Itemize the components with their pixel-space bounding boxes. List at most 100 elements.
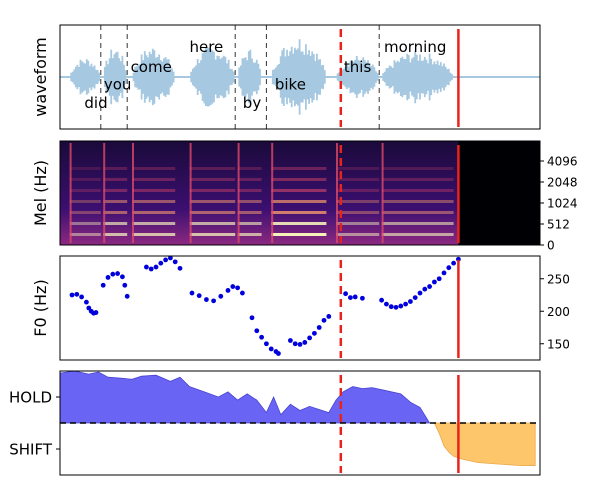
waveform-segment-6 — [336, 56, 379, 98]
f0-point — [84, 299, 89, 305]
waveform-segment-2 — [132, 48, 175, 106]
f0-point — [177, 265, 183, 271]
formant-band — [381, 189, 454, 192]
f0-point — [398, 303, 404, 309]
f0-point — [122, 282, 128, 288]
onset-streak — [237, 143, 240, 243]
formant-band — [271, 222, 327, 225]
f0-point — [115, 271, 120, 276]
formant-band — [132, 233, 176, 236]
f0-point — [348, 295, 353, 300]
word-label: did — [84, 94, 107, 112]
f0-point — [412, 295, 418, 300]
f0-point — [264, 341, 269, 347]
f0-point — [235, 285, 241, 291]
f0-point — [148, 266, 154, 272]
formant-band — [237, 167, 262, 170]
f0-ytick-label: 150 — [547, 337, 570, 351]
f0-point — [297, 342, 303, 347]
formant-band — [69, 211, 101, 214]
formant-band — [189, 233, 236, 236]
waveform-frame — [59, 24, 541, 130]
f0-point — [74, 291, 80, 297]
formant-band — [336, 189, 380, 192]
onset-streak — [69, 143, 72, 243]
f0-ytick-label: 250 — [547, 272, 570, 286]
spectrogram-ytick-label: 4096 — [547, 155, 578, 169]
waveform-segment-0 — [70, 59, 101, 95]
formant-band — [132, 189, 176, 192]
formant-band — [271, 178, 327, 181]
f0-point — [218, 293, 224, 299]
spectrogram-active-region — [60, 141, 459, 245]
waveform-segment-4 — [238, 49, 261, 105]
formant-band — [237, 200, 262, 203]
f0-point — [69, 292, 75, 298]
formant-band — [69, 233, 101, 236]
formant-band — [271, 233, 327, 236]
formant-band — [381, 222, 454, 225]
f0-point — [110, 271, 116, 277]
f0-point — [189, 290, 195, 296]
f0-point — [388, 304, 394, 310]
formant-band — [132, 211, 176, 214]
f0-point — [451, 260, 456, 266]
formant-band — [103, 211, 128, 214]
spectrogram-frame — [59, 140, 541, 246]
f0-point — [168, 256, 173, 261]
f0-point — [352, 294, 358, 300]
f0-point — [204, 297, 209, 302]
f0-point — [343, 291, 348, 297]
formant-band — [336, 200, 380, 203]
formant-band — [381, 233, 454, 236]
formant-band — [132, 200, 176, 203]
turn-taking-frame — [59, 370, 541, 476]
f0-frame — [59, 255, 541, 361]
f0-point — [427, 284, 432, 289]
f0-point — [393, 304, 399, 310]
f0-point — [259, 334, 264, 340]
formant-band — [189, 189, 236, 192]
formant-band — [69, 178, 101, 181]
onset-streak — [103, 143, 106, 243]
f0-point — [360, 295, 365, 301]
f0-point — [79, 294, 84, 300]
f0-point — [124, 293, 130, 299]
f0-point — [422, 286, 428, 292]
f0-point — [302, 340, 308, 345]
f0-point — [276, 351, 281, 356]
f0-point — [120, 274, 125, 280]
f0-point — [93, 310, 99, 315]
turn-taking-panel: HOLD SHIFT — [9, 370, 541, 476]
waveform-segment-3 — [190, 47, 235, 107]
f0-point — [249, 315, 255, 321]
formant-band — [381, 211, 454, 214]
f0-point — [153, 264, 159, 270]
formant-band — [381, 167, 454, 170]
formant-band — [381, 178, 454, 181]
waveform-ylabel: waveform — [31, 37, 50, 117]
formant-band — [237, 211, 262, 214]
f0-point — [230, 284, 236, 289]
f0-ylabel: F0 (Hz) — [31, 279, 50, 336]
formant-band — [336, 178, 380, 181]
formant-band — [103, 200, 128, 203]
f0-point — [292, 341, 298, 347]
formant-band — [271, 200, 327, 203]
f0-point — [417, 290, 423, 296]
word-label: here — [189, 38, 223, 56]
formant-band — [103, 167, 128, 170]
formant-band — [381, 200, 454, 203]
hold-area — [60, 371, 431, 424]
f0-point — [288, 338, 293, 343]
f0-ytick-label: 200 — [547, 305, 570, 319]
f0-point — [384, 301, 389, 307]
f0-point — [379, 297, 384, 303]
formant-band — [336, 222, 380, 225]
f0-point — [436, 276, 442, 282]
f0-point — [312, 330, 317, 336]
f0-point — [316, 325, 322, 330]
waveform-segment-7 — [382, 50, 453, 104]
f0-point — [163, 257, 169, 263]
